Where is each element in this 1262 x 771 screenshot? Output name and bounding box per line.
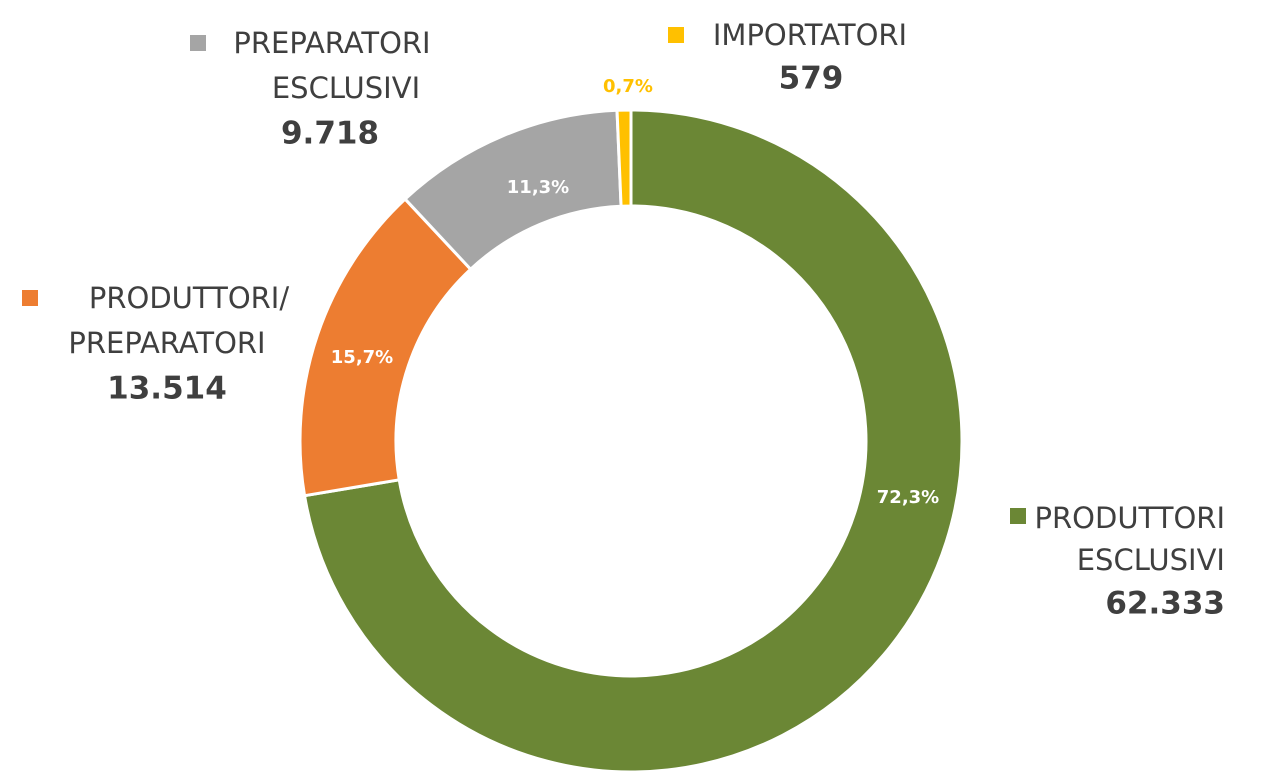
category-label: IMPORTATORI <box>713 18 907 52</box>
category-label: PRODUTTORI <box>1035 501 1225 535</box>
category-label: PRODUTTORI/ <box>89 281 289 315</box>
percentage-label: 15,7% <box>331 347 393 368</box>
legend-swatch <box>190 35 206 51</box>
donut-slice <box>303 108 964 771</box>
category-label: PREPARATORI <box>233 26 430 60</box>
value-label: 9.718 <box>281 116 379 152</box>
legend-swatch <box>1010 508 1026 524</box>
legend-swatch <box>22 290 38 306</box>
category-label: ESCLUSIVI <box>1077 543 1225 577</box>
percentage-label: 72,3% <box>877 487 939 508</box>
percentage-label: 0,7% <box>603 76 653 97</box>
category-label: PREPARATORI <box>68 326 265 360</box>
value-label: 62.333 <box>1105 586 1225 622</box>
donut-slice <box>615 108 633 208</box>
percentage-label: 11,3% <box>507 177 569 198</box>
value-label: 579 <box>779 61 844 97</box>
category-label: ESCLUSIVI <box>272 71 420 105</box>
value-label: 13.514 <box>107 371 227 407</box>
legend-swatch <box>668 27 684 43</box>
